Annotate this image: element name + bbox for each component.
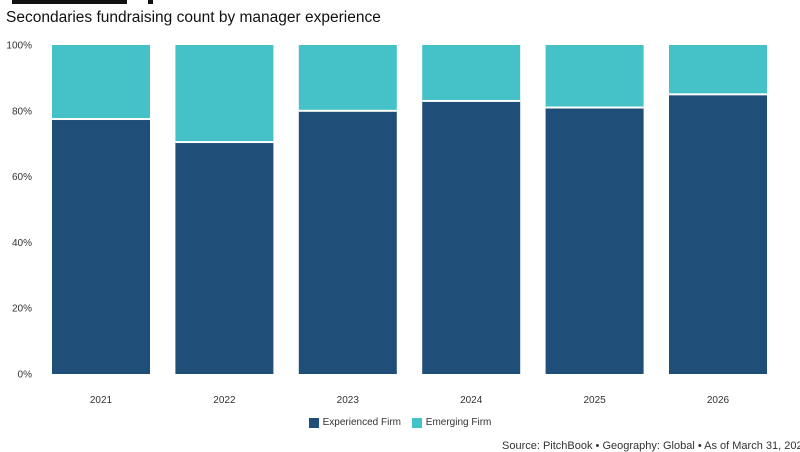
x-tick-label: 2023 — [337, 395, 360, 406]
y-tick-label: 60% — [12, 172, 32, 183]
legend-swatch-experienced — [308, 417, 319, 428]
cropped-heading-remnant — [0, 0, 800, 6]
x-tick-label: 2021 — [90, 395, 113, 406]
bar-segment-experienced — [298, 110, 397, 375]
bar-segment-experienced — [669, 94, 767, 374]
x-tick-label: 2024 — [460, 395, 483, 406]
bar-segment-emerging — [422, 45, 521, 101]
segment-separator — [52, 118, 150, 121]
y-tick-label: 80% — [12, 106, 32, 117]
y-tick-label: 0% — [18, 370, 33, 381]
legend-item-experienced: Experienced Firm — [308, 417, 401, 428]
segment-separator — [298, 109, 397, 112]
segment-separator — [422, 99, 521, 102]
legend-swatch-emerging — [411, 417, 422, 428]
source-note: Source: PitchBook • Geography: Global • … — [502, 440, 800, 452]
bar-segment-experienced — [52, 119, 150, 375]
bar-segment-emerging — [545, 45, 644, 108]
bar-segment-emerging — [298, 45, 397, 111]
segment-separator — [669, 93, 767, 96]
bar-segment-emerging — [52, 45, 150, 120]
bar-segment-experienced — [175, 142, 274, 374]
legend-label-emerging: Emerging Firm — [425, 417, 492, 428]
segment-separator — [175, 141, 274, 144]
segment-separator — [545, 106, 644, 109]
x-tick-label: 2022 — [213, 395, 236, 406]
bar-segment-emerging — [669, 45, 767, 95]
y-tick-label: 100% — [6, 41, 32, 52]
legend-label-experienced: Experienced Firm — [322, 417, 401, 428]
bar-segment-emerging — [175, 45, 274, 143]
x-tick-label: 2026 — [707, 395, 730, 406]
bar-segment-experienced — [545, 107, 644, 374]
y-tick-label: 40% — [12, 238, 32, 249]
legend-item-emerging: Emerging Firm — [411, 417, 492, 428]
y-tick-label: 20% — [12, 304, 32, 315]
x-tick-label: 2025 — [583, 395, 606, 406]
chart-title: Secondaries fundraising count by manager… — [6, 9, 381, 26]
legend: Experienced Firm Emerging Firm — [0, 417, 800, 431]
bar-segment-experienced — [422, 100, 521, 375]
